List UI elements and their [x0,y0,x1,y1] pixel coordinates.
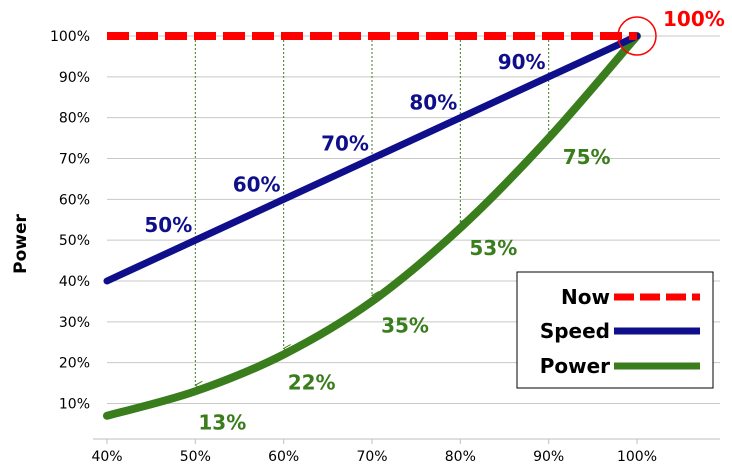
y-tick-label: 50% [59,233,90,249]
x-tick-label: 40% [91,449,122,465]
y-axis-title: Power [11,214,31,274]
y-tick-label: 90% [59,70,90,86]
speed-data-label: 60% [233,172,281,196]
highlight-circle [617,16,657,56]
legend: Now Speed Power [516,271,714,389]
power-data-label: 75% [563,145,611,169]
x-tick-label: 70% [356,449,387,465]
legend-label: Now [561,285,610,309]
y-tick-label: 40% [59,274,90,290]
annotation-100-label: 100% [663,7,725,31]
x-tick-label: 90% [533,449,564,465]
speed-data-label: 80% [409,91,457,115]
x-tick-label: 100% [617,449,657,465]
y-tick-label: 60% [59,192,90,208]
power-data-label: 35% [381,313,429,337]
drop-arrows [194,36,556,390]
speed-data-label: 70% [321,132,369,156]
y-tick-label: 20% [59,356,90,372]
y-tick-label: 10% [59,397,90,413]
x-tick-label: 80% [445,449,476,465]
axes: 10% 20% 30% 40% 50% 60% 70% 80% 90% 100% 40% 50% 60%… [11,29,720,465]
y-tick-label: 30% [59,315,90,331]
speed-data-label: 50% [144,213,192,237]
legend-label: Speed [540,319,610,343]
power-data-label: 13% [198,410,246,434]
y-tick-label: 70% [59,152,90,168]
data-labels: 100% 50% 60% 70% 80% 90% 13% 22% 35% 53% 75% [144,7,724,434]
power-line [103,32,641,420]
legend-label: Power [540,354,610,378]
power-data-label: 53% [469,236,517,260]
y-tick-label: 100% [50,29,90,45]
series [103,16,657,420]
speed-data-label: 90% [498,50,546,74]
speed-line [103,32,641,285]
power-data-label: 22% [288,371,336,395]
x-tick-label: 60% [268,449,299,465]
y-tick-label: 80% [59,111,90,127]
x-tick-label: 50% [180,449,211,465]
